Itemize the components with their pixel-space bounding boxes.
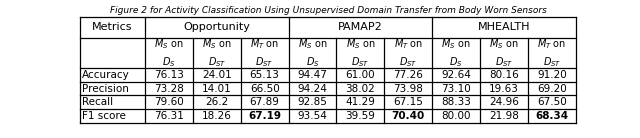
Text: 92.64: 92.64: [442, 70, 471, 80]
Text: $M_T$ on
$D_{ST}$: $M_T$ on $D_{ST}$: [250, 37, 279, 69]
Text: $M_S$ on
$D_S$: $M_S$ on $D_S$: [442, 37, 471, 69]
Text: 67.15: 67.15: [394, 97, 423, 107]
Text: 67.50: 67.50: [537, 97, 567, 107]
Text: 70.40: 70.40: [392, 111, 425, 121]
Text: 65.13: 65.13: [250, 70, 280, 80]
Text: 38.02: 38.02: [346, 84, 375, 94]
Text: 14.01: 14.01: [202, 84, 232, 94]
Text: 26.2: 26.2: [205, 97, 228, 107]
Text: 80.00: 80.00: [442, 111, 471, 121]
Text: 94.47: 94.47: [298, 70, 328, 80]
Text: 91.20: 91.20: [537, 70, 567, 80]
Text: 67.89: 67.89: [250, 97, 280, 107]
Text: 76.13: 76.13: [154, 70, 184, 80]
Text: 73.28: 73.28: [154, 84, 184, 94]
Text: 92.85: 92.85: [298, 97, 328, 107]
Text: Metrics: Metrics: [92, 22, 132, 32]
Text: 69.20: 69.20: [537, 84, 567, 94]
Text: 41.29: 41.29: [346, 97, 376, 107]
Text: 67.19: 67.19: [248, 111, 281, 121]
Text: 39.59: 39.59: [346, 111, 376, 121]
Text: F1 score: F1 score: [82, 111, 126, 121]
Text: 88.33: 88.33: [442, 97, 471, 107]
Text: 24.01: 24.01: [202, 70, 232, 80]
Text: $M_S$ on
$D_S$: $M_S$ on $D_S$: [298, 37, 327, 69]
Text: 18.26: 18.26: [202, 111, 232, 121]
Text: Precision: Precision: [82, 84, 129, 94]
Text: Opportunity: Opportunity: [183, 22, 250, 32]
Text: Accuracy: Accuracy: [82, 70, 130, 80]
Text: $M_S$ on
$D_{ST}$: $M_S$ on $D_{ST}$: [346, 37, 375, 69]
Text: 79.60: 79.60: [154, 97, 184, 107]
Text: $M_T$ on
$D_{ST}$: $M_T$ on $D_{ST}$: [394, 37, 423, 69]
Text: 94.24: 94.24: [298, 84, 328, 94]
Text: 66.50: 66.50: [250, 84, 280, 94]
Text: 24.96: 24.96: [489, 97, 519, 107]
Text: PAMAP2: PAMAP2: [338, 22, 383, 32]
Text: Recall: Recall: [82, 97, 113, 107]
Text: $M_S$ on
$D_{ST}$: $M_S$ on $D_{ST}$: [202, 37, 232, 69]
Text: 73.10: 73.10: [442, 84, 471, 94]
Text: 21.98: 21.98: [489, 111, 519, 121]
Text: 76.31: 76.31: [154, 111, 184, 121]
Text: 68.34: 68.34: [536, 111, 568, 121]
Text: 80.16: 80.16: [489, 70, 519, 80]
Text: $M_S$ on
$D_S$: $M_S$ on $D_S$: [154, 37, 184, 69]
Text: 77.26: 77.26: [394, 70, 423, 80]
Text: Figure 2 for Activity Classification Using Unsupervised Domain Transfer from Bod: Figure 2 for Activity Classification Usi…: [109, 6, 547, 15]
Text: 73.98: 73.98: [394, 84, 423, 94]
Text: 19.63: 19.63: [489, 84, 519, 94]
Text: 93.54: 93.54: [298, 111, 328, 121]
Text: $M_S$ on
$D_{ST}$: $M_S$ on $D_{ST}$: [490, 37, 519, 69]
Text: $M_T$ on
$D_{ST}$: $M_T$ on $D_{ST}$: [538, 37, 566, 69]
Text: 61.00: 61.00: [346, 70, 375, 80]
Text: MHEALTH: MHEALTH: [478, 22, 531, 32]
